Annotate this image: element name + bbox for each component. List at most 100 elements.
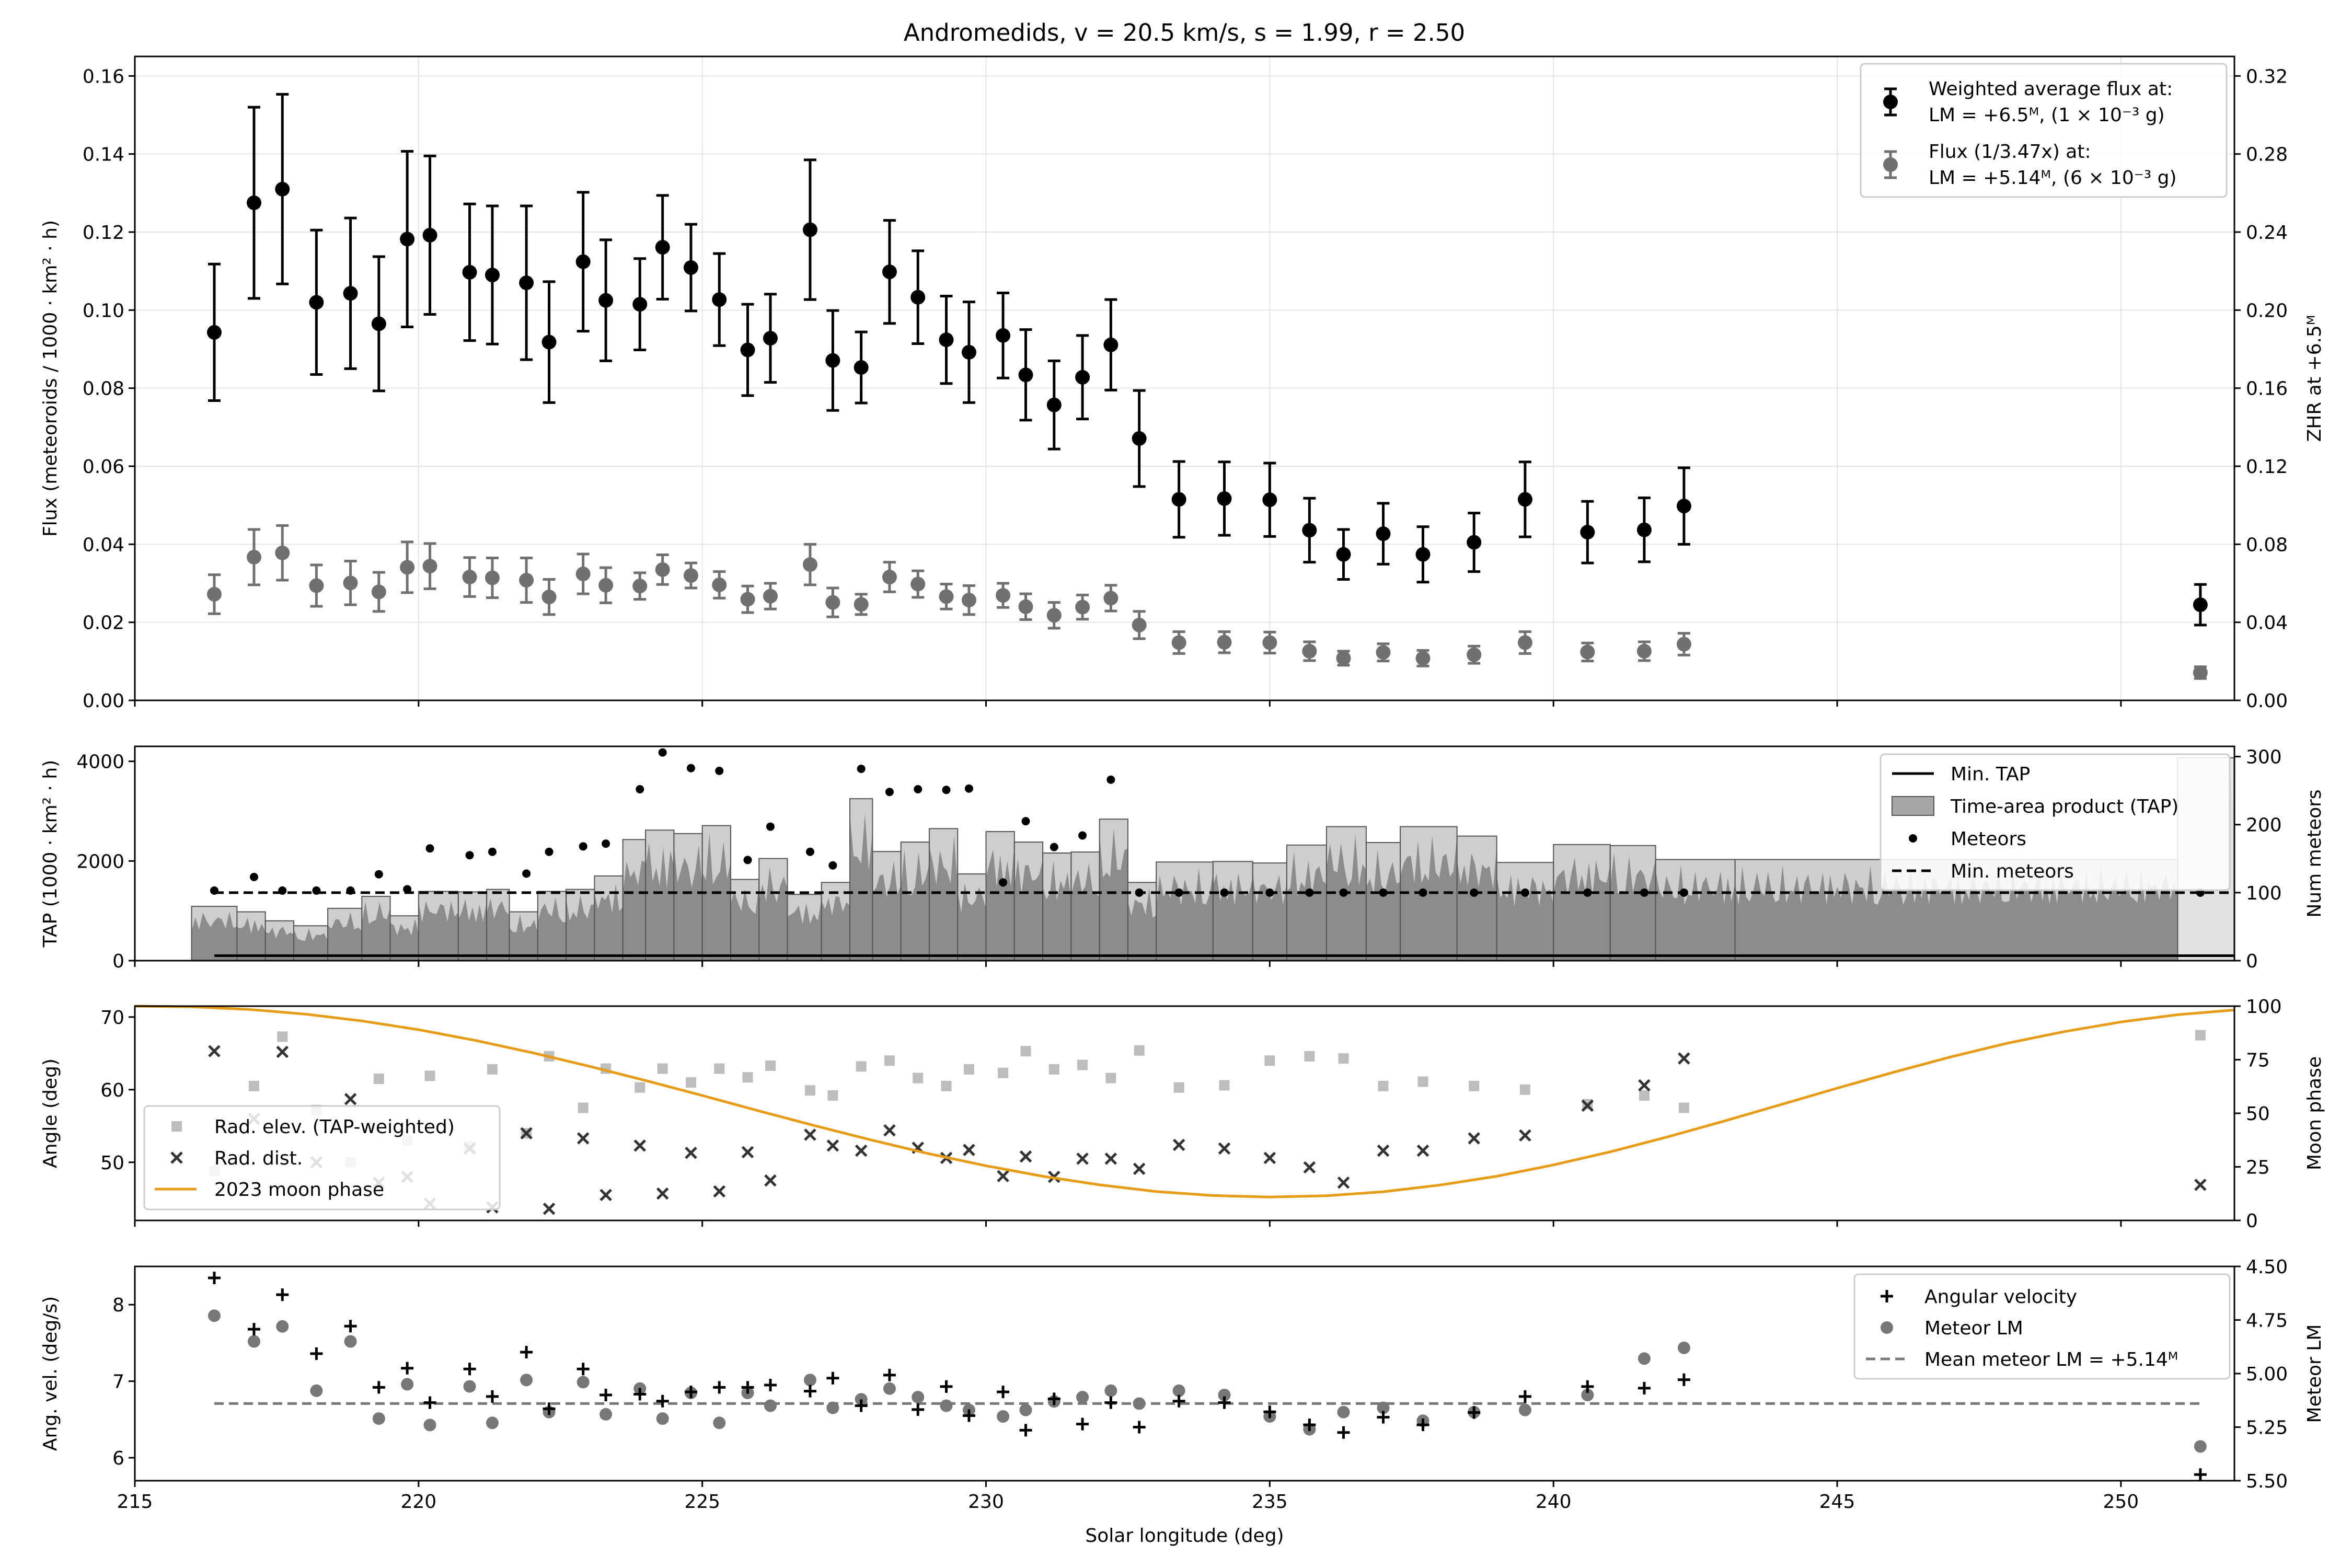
meteor-lm-point [1518, 1403, 1531, 1416]
rad-dist-point [997, 1170, 1009, 1182]
rad-dist-point [1133, 1162, 1146, 1175]
data-point [2193, 665, 2208, 680]
rad-dist-point [599, 1189, 612, 1202]
panel-flux: 0.00 0.02 0.04 0.06 0.08 0.10 0.12 0.14 0.16 0.00… [40, 55, 2325, 712]
y-tick-label: 0.04 [83, 534, 124, 556]
y-tick-label: 6 [112, 1448, 124, 1469]
data-point [541, 590, 557, 605]
data-point [1132, 617, 1147, 632]
meteor-count-point [914, 785, 923, 793]
rad-dist-point [1337, 1176, 1350, 1189]
data-point [206, 325, 222, 340]
rad-dist-point [855, 1144, 868, 1157]
data-point [961, 344, 976, 360]
rad-elev-point [1338, 1053, 1349, 1064]
data-point [1517, 635, 1532, 650]
legend-label: Weighted average flux at: [1929, 78, 2173, 100]
rad-dist-point [1519, 1129, 1531, 1142]
data-point [598, 293, 614, 308]
rad-dist-point [633, 1139, 647, 1152]
rad-dist-point [543, 1202, 556, 1215]
data-point [1262, 635, 1277, 650]
legend-label: Rad. dist. [214, 1148, 303, 1169]
y2-tick-label: 5.25 [2246, 1417, 2288, 1439]
meteor-count-point [942, 786, 951, 794]
data-point [343, 575, 358, 591]
angular-velocity-point [883, 1368, 896, 1381]
rad-elev-point [1105, 1073, 1116, 1083]
tap-bar [509, 911, 538, 961]
angular-velocity-point [997, 1386, 1010, 1399]
data-point [541, 335, 557, 350]
panel-angles: 50 60 70 0 25 50 75 100 Angle (deg) Moon phase [40, 996, 2325, 1232]
tap-bar [1156, 861, 1214, 962]
meteor-count-point [1135, 888, 1144, 897]
x-tick-label: 250 [2103, 1491, 2139, 1513]
y-tick-label: 7 [112, 1371, 124, 1393]
rad-dist-point [1218, 1142, 1231, 1155]
meteor-count-point [465, 851, 474, 860]
plot-frame [134, 745, 2235, 962]
legend-velocity: Angular velocity Meteor LM Mean meteor LM … [1853, 1273, 2231, 1380]
meteor-lm-point [1638, 1352, 1651, 1365]
tap-bar [264, 920, 294, 962]
rad-elev-point [1304, 1051, 1315, 1062]
data-point [825, 353, 840, 368]
data-point [1467, 535, 1482, 550]
data-point [1376, 645, 1391, 660]
angular-velocity-point [247, 1323, 260, 1336]
y2-tick-label: 0.12 [2246, 456, 2288, 478]
legend-frame [1853, 1273, 2231, 1380]
angular-velocity-point [520, 1346, 533, 1358]
legend-label: LM = +6.5ᴹ, (1 × 10⁻³ g) [1929, 105, 2165, 126]
meteor-lm-point [276, 1320, 289, 1333]
y-tick-label: 0.02 [83, 613, 124, 634]
data-point [246, 195, 261, 210]
legend-rad-elev [171, 1121, 182, 1132]
angular-velocity-point [1677, 1373, 1690, 1386]
y2-axis-label: ZHR at +6.5ᴹ [2304, 315, 2325, 442]
meteor-lm-point [247, 1335, 260, 1348]
rad-dist-point [741, 1146, 754, 1159]
data-point [854, 597, 869, 612]
meteor-lm-point [1019, 1403, 1032, 1416]
meteor-count-point [425, 844, 434, 853]
tap-bar [1286, 844, 1327, 961]
angular-velocity-point [1638, 1381, 1651, 1394]
data-point [2193, 597, 2208, 613]
rad-elev-point [1077, 1059, 1088, 1070]
tap-bar [418, 891, 459, 961]
data-point [1336, 547, 1351, 562]
angular-velocity-point [1047, 1392, 1060, 1405]
angular-velocity-point [855, 1399, 868, 1412]
data-point [422, 227, 437, 243]
meteor-lm-point [764, 1399, 777, 1412]
data-point [309, 578, 324, 593]
legend-meteor-dot [1909, 834, 1917, 843]
rad-dist-point [963, 1144, 975, 1156]
y2-tick-label: 4.50 [2246, 1256, 2288, 1278]
rad-elev-point [1219, 1080, 1230, 1091]
meteor-count-point [1679, 888, 1688, 897]
rad-elev-point [1417, 1076, 1428, 1087]
meteor-lm-point [486, 1416, 499, 1429]
legend-rad-dist [170, 1151, 183, 1164]
rad-elev-point [963, 1064, 974, 1075]
data-point [343, 286, 358, 301]
y2-tick-label: 0.16 [2246, 378, 2288, 400]
rad-dist-point [2194, 1179, 2207, 1191]
y2-tick-label: 0.24 [2246, 222, 2288, 244]
data-point [1103, 337, 1119, 352]
rad-elev-point [804, 1085, 815, 1096]
data-point [939, 589, 954, 604]
legend-angular-velocity [1881, 1290, 1893, 1302]
angular-velocity-point [577, 1363, 590, 1376]
meteor-count-point [488, 847, 497, 856]
tap-bar [1252, 862, 1287, 962]
rad-elev-point [1134, 1045, 1145, 1056]
meteor-lm-point [1337, 1405, 1350, 1419]
chart-title: Andromedids, v = 20.5 km/s, s = 1.99, r … [904, 19, 1465, 47]
angular-velocity-point [713, 1381, 726, 1394]
rad-elev-point [685, 1077, 696, 1088]
meteor-count-point [249, 872, 258, 881]
